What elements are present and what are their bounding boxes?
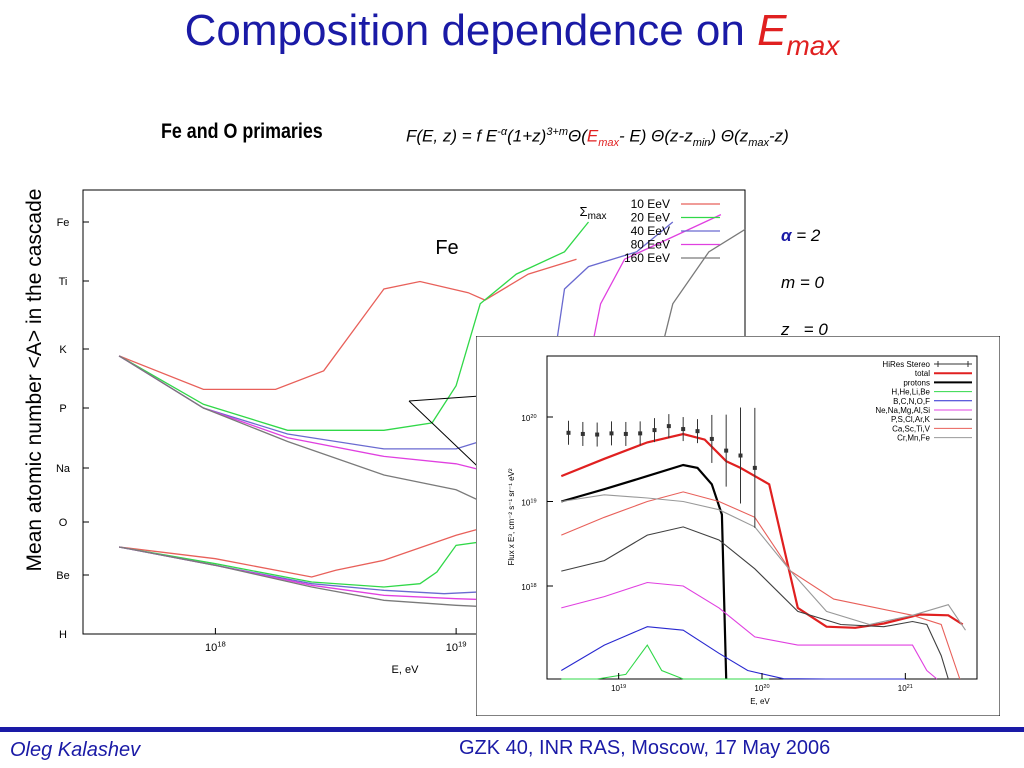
title-emax: Emax bbox=[757, 6, 839, 61]
main-y-tick-label: O bbox=[59, 517, 68, 529]
inset-series-line-3 bbox=[561, 644, 770, 680]
main-y-tick-label: Ti bbox=[59, 276, 68, 288]
main-x-tick-label: 1018 bbox=[205, 640, 226, 654]
data-point-marker bbox=[681, 427, 686, 432]
inset-legend-label: P,S,Cl,Ar,K bbox=[891, 415, 931, 424]
connector-line-top bbox=[408, 395, 481, 402]
data-point-marker bbox=[738, 453, 743, 458]
inset-background bbox=[476, 336, 1000, 716]
formula-exp2: 3+m bbox=[546, 126, 569, 138]
data-point-marker bbox=[623, 431, 628, 436]
param-alpha: α = 2 bbox=[781, 226, 820, 246]
inset-series-line-1 bbox=[560, 432, 964, 629]
legend-label: 80 EeV bbox=[631, 238, 670, 252]
inset-series-line-5 bbox=[561, 581, 938, 680]
main-y-tick-label: H bbox=[59, 629, 67, 641]
inset-series-line-2 bbox=[560, 463, 728, 680]
inset-x-tick-label: 1020 bbox=[754, 684, 769, 693]
data-point-marker bbox=[595, 432, 600, 437]
inset-y-tick-label: 1020 bbox=[521, 414, 536, 423]
formula-zmin-sub: min bbox=[692, 137, 711, 150]
inset-legend-label: HiRes Stereo bbox=[882, 360, 930, 369]
inset-legend-label: Ne,Na,Mg,Al,Si bbox=[875, 406, 930, 415]
main-y-tick-label: Fe bbox=[57, 217, 70, 229]
formula: F(E, z) = f E-α(1+z)3+mΘ(Emax- E) Θ(z-zm… bbox=[406, 126, 789, 149]
data-point-marker bbox=[609, 431, 614, 436]
data-point-marker bbox=[580, 431, 585, 436]
main-y-tick-label: Na bbox=[56, 463, 71, 475]
fe-series-line-2 bbox=[118, 221, 590, 431]
legend-label: 40 EeV bbox=[631, 224, 670, 238]
inset-series-line-8 bbox=[561, 494, 966, 631]
inset-legend-label: Ca,Sc,Ti,V bbox=[892, 424, 931, 433]
param-m: m = 0 bbox=[781, 273, 824, 292]
footer-author: Oleg Kalashev bbox=[10, 739, 141, 761]
main-y-tick-label: Be bbox=[56, 570, 69, 582]
formula-part5: ) Θ(z bbox=[710, 126, 749, 146]
title-e: E bbox=[757, 6, 787, 55]
z-value: = 0 bbox=[803, 320, 828, 339]
inset-x-axis-label: E, eV bbox=[750, 697, 770, 706]
inset-legend-label: Cr,Mn,Fe bbox=[897, 434, 930, 443]
inset-legend-label: total bbox=[915, 369, 930, 378]
inset-y-tick-label: 1019 bbox=[521, 498, 536, 507]
data-point-marker bbox=[724, 448, 729, 453]
main-y-tick-label: K bbox=[59, 344, 67, 356]
inset-y-axis-label: Flux x E³, cm⁻² s⁻¹ sr⁻¹ eV² bbox=[507, 468, 516, 565]
data-point-marker bbox=[566, 430, 571, 435]
inset-series-line-4 bbox=[561, 626, 906, 680]
data-point-marker bbox=[638, 431, 643, 436]
formula-part1: F(E, z) = f E bbox=[406, 126, 498, 146]
formula-emax-sub: max bbox=[598, 137, 620, 150]
inset-series-line-6 bbox=[561, 526, 949, 680]
main-y-tick-label: P bbox=[59, 403, 66, 415]
formula-part6: -z) bbox=[769, 126, 789, 146]
data-point-marker bbox=[709, 436, 714, 441]
data-point-marker bbox=[695, 429, 700, 434]
main-x-axis-label: E, eV bbox=[392, 664, 420, 676]
data-point-marker bbox=[652, 428, 657, 433]
data-point-marker bbox=[752, 465, 757, 470]
formula-part3: Θ( bbox=[568, 126, 587, 146]
footer-divider bbox=[0, 727, 1024, 732]
data-point-marker bbox=[666, 424, 671, 429]
o-series-line-2 bbox=[118, 539, 493, 588]
formula-exp1: -α bbox=[497, 126, 508, 138]
alpha-symbol: α bbox=[781, 226, 792, 245]
legend-label: 20 EeV bbox=[631, 211, 670, 225]
alpha-value: = 2 bbox=[796, 226, 821, 245]
flux-inset-chart: 1020 1019 1018 1019 1020 1021 E, eV Flux x E³, … bbox=[476, 336, 1000, 716]
title-e-sub: max bbox=[786, 29, 840, 61]
formula-part2: (1+z) bbox=[507, 126, 547, 146]
inset-series-line-7 bbox=[561, 491, 961, 680]
legend-label: 10 EeV bbox=[631, 197, 670, 211]
legend-title-sigma: Σmax bbox=[580, 204, 607, 222]
legend-label: 160 EeV bbox=[624, 251, 670, 265]
formula-zmax-sub: max bbox=[748, 137, 769, 150]
param-z: z = 0 bbox=[781, 320, 828, 340]
inset-legend-label: B,C,N,O,F bbox=[893, 397, 930, 406]
inset-legend-label: protons bbox=[903, 378, 930, 387]
formula-part4: - E) Θ(z-z bbox=[619, 126, 693, 146]
fe-series-line-1 bbox=[118, 258, 577, 391]
footer-event: GZK 40, INR RAS, Moscow, 17 May 2006 bbox=[459, 737, 831, 759]
inset-x-tick-label: 1019 bbox=[611, 684, 626, 693]
formula-emax-e: E bbox=[586, 126, 599, 146]
title-main: Composition dependence on bbox=[184, 6, 745, 55]
slide-title: Composition dependence on Emax bbox=[0, 6, 1024, 62]
subtitle: Fe and O primaries bbox=[161, 120, 323, 143]
inset-y-tick-label: 1018 bbox=[521, 583, 536, 592]
inset-legend-label: H,He,Li,Be bbox=[891, 388, 930, 397]
z-symbol: z bbox=[781, 320, 790, 339]
main-x-tick-label: 1019 bbox=[446, 640, 467, 654]
inset-x-tick-label: 1021 bbox=[898, 684, 913, 693]
fe-annotation: Fe bbox=[435, 237, 458, 259]
